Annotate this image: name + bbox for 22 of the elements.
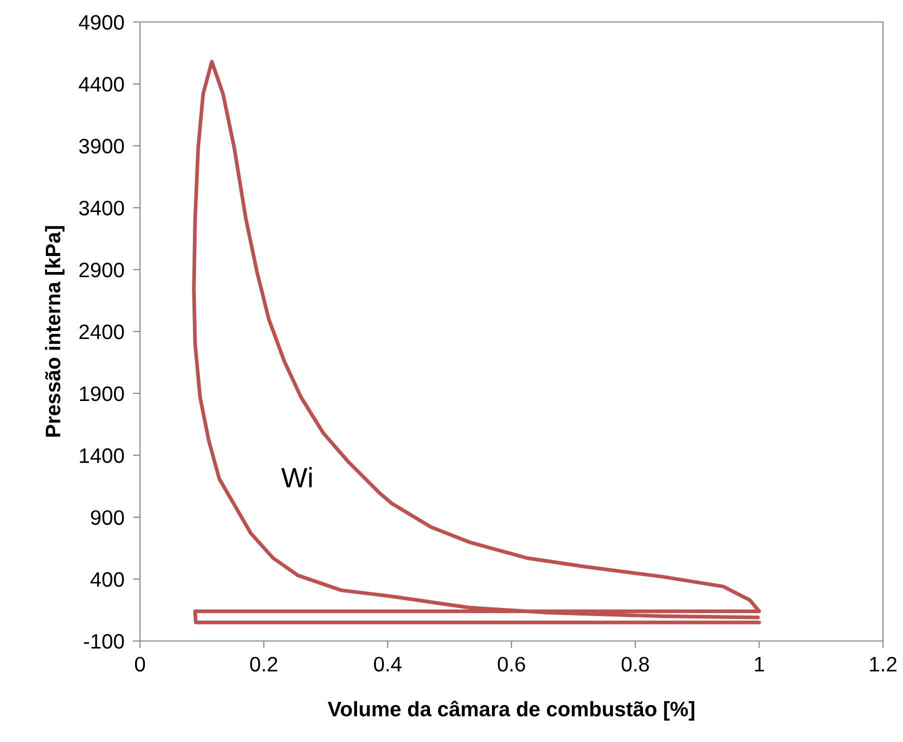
- x-tick-label: 1.2: [870, 656, 896, 672]
- y-tick-label: -100: [84, 634, 124, 649]
- y-tick-label: 3900: [79, 138, 124, 154]
- x-tick-label: 0.2: [250, 656, 278, 672]
- y-tick-label: 2400: [79, 324, 124, 340]
- y-tick-label: 1400: [80, 448, 124, 464]
- x-tick-label: 0: [135, 656, 145, 672]
- y-tick-label: 400: [90, 572, 124, 587]
- y-tick-label: 4400: [78, 76, 124, 92]
- y-tick-label: 3400: [79, 200, 124, 216]
- y-tick-label: 4900: [78, 15, 124, 30]
- y-tick-label: 2900: [79, 262, 124, 278]
- x-tick-label: 1: [754, 657, 764, 672]
- x-tick-label: 0.8: [622, 656, 649, 672]
- x-axis-title: Volume da câmara de combustão [%]: [328, 700, 694, 721]
- y-axis-title: Pressão interna [kPa]: [45, 226, 64, 437]
- y-tick-label: 1900: [80, 386, 124, 402]
- annotation: Wi: [281, 467, 312, 488]
- line-series: [192, 60, 761, 624]
- x-tick-label: 0.6: [498, 656, 526, 672]
- x-tick-label: 0.4: [374, 656, 402, 672]
- y-tick-label: 900: [90, 510, 124, 525]
